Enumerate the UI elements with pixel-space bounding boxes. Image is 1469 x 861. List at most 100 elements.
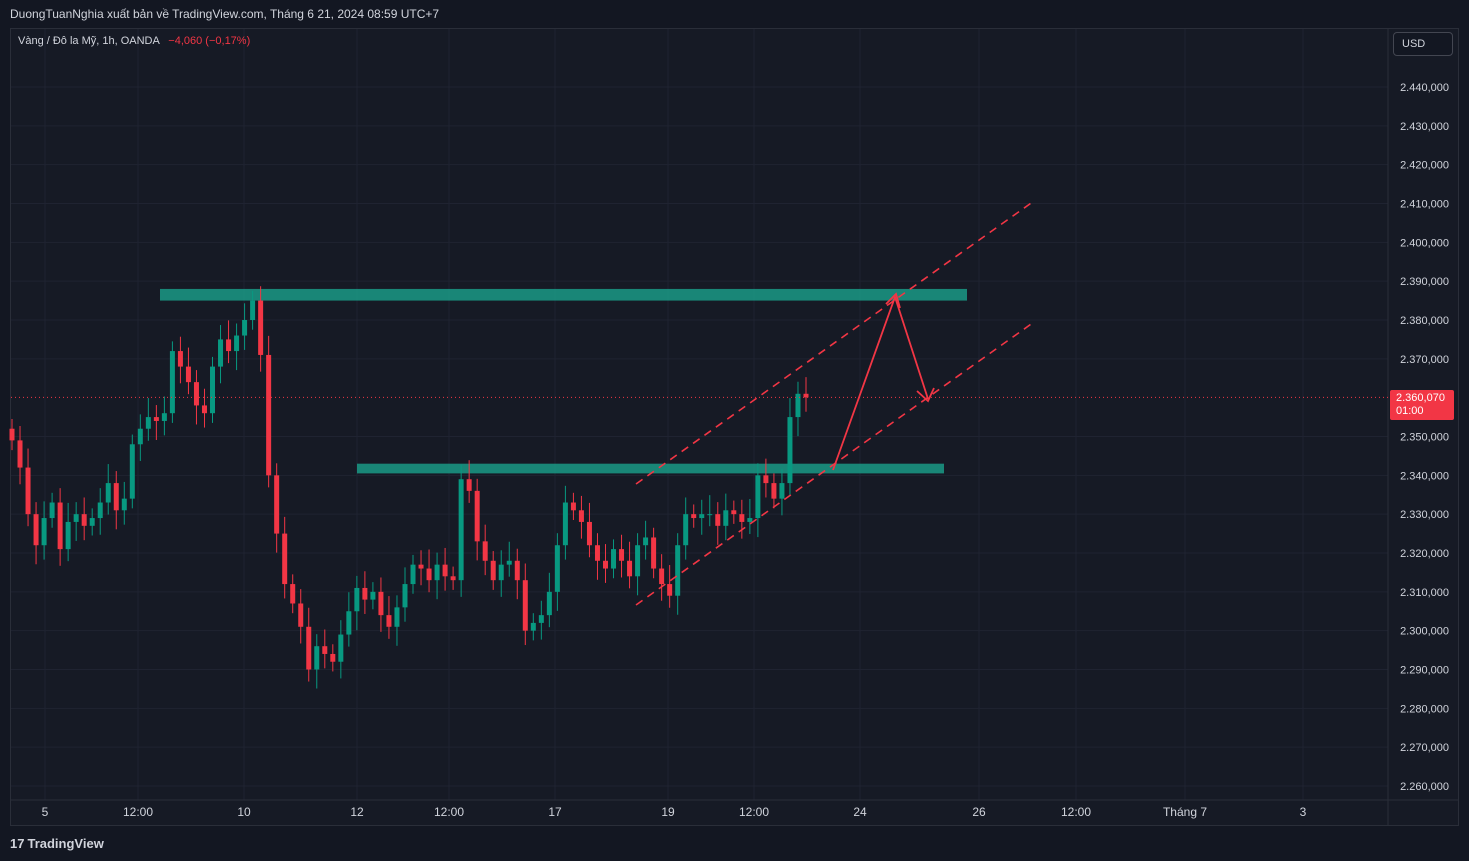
price-tick-label: 2.430,000 — [1400, 121, 1449, 133]
candle-body — [578, 510, 584, 522]
candle-body — [691, 514, 697, 519]
candle-body — [482, 541, 488, 561]
candle-body — [779, 483, 785, 499]
candle-body — [282, 533, 288, 585]
candle-body — [522, 580, 528, 631]
candle-body — [410, 564, 416, 585]
publisher-line: DuongTuanNghia xuất bản về TradingView.c… — [10, 7, 440, 21]
candle-body — [442, 564, 448, 577]
channel-upper-line — [635, 200, 1035, 485]
candle-body — [450, 576, 456, 581]
candle-body — [306, 626, 312, 670]
last-price-label: 2.360,070 01:00 — [1390, 390, 1454, 420]
candle-body — [394, 607, 400, 627]
candle-body — [9, 428, 15, 441]
time-tick-label: 3 — [1300, 805, 1307, 819]
candle-body — [97, 502, 103, 519]
price-tick-label: 2.270,000 — [1400, 742, 1449, 754]
time-tick-label: 17 — [548, 805, 562, 819]
candle-body — [177, 351, 183, 367]
candle-body — [418, 564, 424, 569]
candle-body — [434, 564, 440, 581]
time-tick-label: 19 — [661, 805, 675, 819]
sr-zones[interactable] — [160, 288, 967, 474]
candle-body — [426, 568, 432, 581]
candle-body — [226, 339, 232, 352]
tradingview-logo[interactable]: 17 TradingView — [10, 836, 104, 851]
price-tick-label: 2.410,000 — [1400, 199, 1449, 211]
candle-body — [57, 502, 63, 550]
candle-body — [41, 518, 47, 546]
candle-body — [49, 502, 55, 519]
candle-body — [89, 518, 95, 526]
price-tick-label: 2.370,000 — [1400, 354, 1449, 366]
candle-body — [739, 514, 745, 522]
arrow-head-up-icon — [885, 292, 901, 309]
candle-body — [201, 405, 207, 414]
chart-grid — [11, 29, 1459, 826]
time-tick-label: 10 — [237, 805, 251, 819]
candle-body — [498, 564, 504, 581]
candle-body — [121, 498, 127, 511]
candle-body — [659, 568, 665, 585]
price-tick-label: 2.260,000 — [1400, 781, 1449, 793]
candle-body — [474, 490, 480, 542]
candle-body — [193, 382, 199, 406]
candle-body — [643, 537, 649, 546]
candle-body — [538, 615, 544, 623]
candle-body — [330, 653, 336, 662]
candle-body — [346, 611, 352, 635]
price-tick-label: 2.300,000 — [1400, 626, 1449, 638]
candle-body — [185, 366, 191, 383]
projection-path — [832, 294, 929, 471]
candle-body — [466, 479, 472, 491]
arrow-head-down-icon — [916, 387, 935, 403]
price-change: −4,060 (−0,17%) — [168, 35, 251, 47]
publish-header: DuongTuanNghia xuất bản về TradingView.c… — [0, 0, 1469, 28]
time-tick-label: 24 — [853, 805, 867, 819]
candle-body — [570, 502, 576, 511]
candle-body — [755, 475, 761, 519]
candle-body — [266, 354, 272, 476]
candle-body — [354, 587, 360, 612]
currency-button[interactable]: USD — [1393, 32, 1453, 56]
candle-body — [530, 622, 536, 631]
candle-body — [73, 514, 79, 522]
candle-body — [242, 320, 248, 336]
price-tick-label: 2.310,000 — [1400, 587, 1449, 599]
candle-body — [586, 521, 592, 546]
price-tick-label: 2.350,000 — [1400, 432, 1449, 444]
candle-body — [506, 560, 512, 565]
candle-body — [234, 335, 240, 352]
candle-body — [554, 545, 560, 592]
candle-body — [161, 413, 167, 421]
candle-body — [137, 428, 143, 445]
symbol-legend[interactable]: Vàng / Đô la Mỹ, 1h, OANDA −4,060 (−0,17… — [18, 35, 250, 47]
candle-body — [683, 514, 689, 546]
tradingview-logo-text: TradingView — [27, 836, 104, 851]
candle-body — [290, 584, 296, 604]
chart-pane[interactable] — [10, 28, 1459, 826]
trend-drawings[interactable] — [635, 200, 1035, 606]
price-tick-label: 2.290,000 — [1400, 665, 1449, 677]
time-axis[interactable]: 5 12:00 10 12 12:00 17 19 12:00 24 26 12:00 Tháng 7… — [42, 805, 1307, 819]
candle-body — [490, 560, 496, 581]
candle-body — [378, 591, 384, 616]
candle-body — [458, 479, 464, 581]
footer — [0, 826, 1469, 861]
price-tick-label: 2.340,000 — [1400, 470, 1449, 482]
candle-body — [258, 300, 264, 355]
price-axis[interactable]: 2.440,000 2.430,000 2.420,000 2.410,000 2.40… — [1400, 82, 1449, 793]
price-tick-label: 2.420,000 — [1400, 160, 1449, 172]
time-tick-label: 12:00 — [739, 805, 769, 819]
candle-body — [635, 545, 641, 577]
candle-body — [675, 545, 681, 596]
time-tick-label: 5 — [42, 805, 49, 819]
candle-body — [210, 366, 216, 414]
candle-body — [611, 549, 617, 569]
candle-body — [218, 339, 224, 367]
time-tick-label: 12 — [350, 805, 364, 819]
candle-body — [33, 514, 39, 546]
bar-countdown: 01:00 — [1396, 405, 1424, 417]
